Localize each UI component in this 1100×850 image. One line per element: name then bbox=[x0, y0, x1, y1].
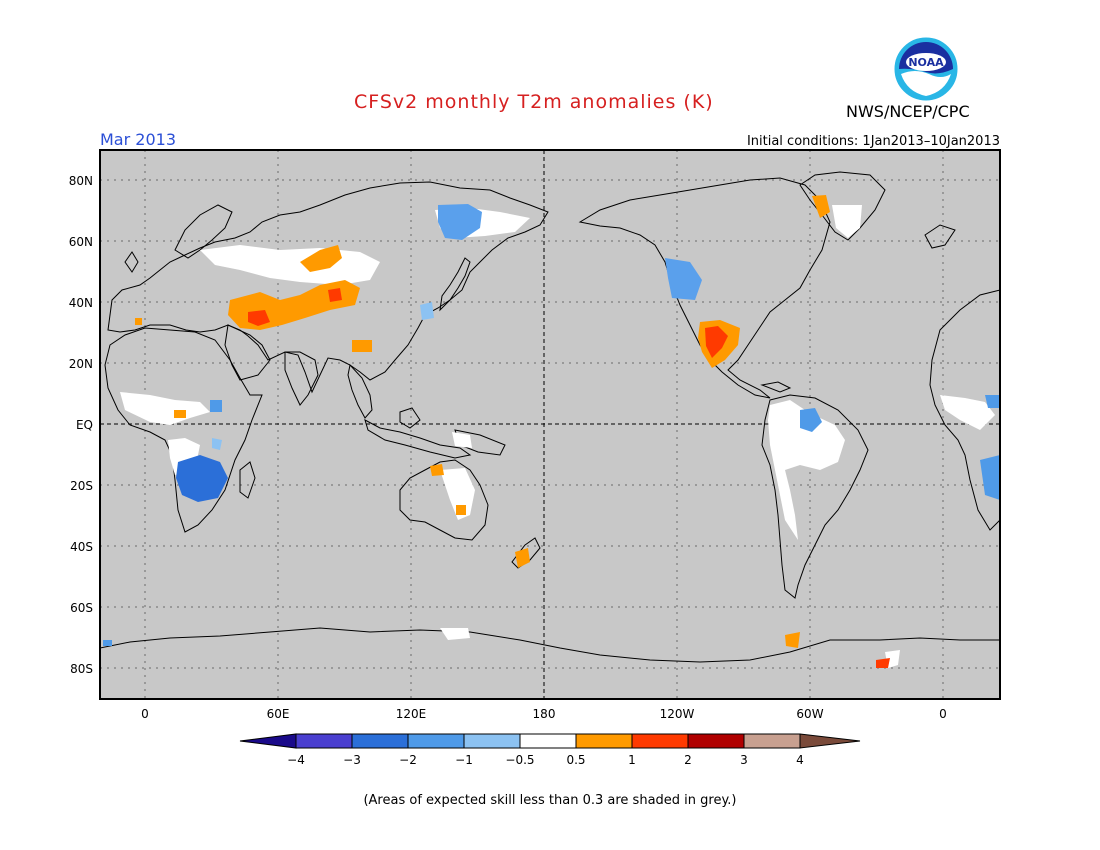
agency-label: NWS/NCEP/CPC bbox=[846, 102, 970, 121]
svg-text:60E: 60E bbox=[267, 707, 290, 721]
svg-text:80S: 80S bbox=[70, 662, 93, 676]
svg-text:−3: −3 bbox=[343, 753, 361, 767]
map-title: CFSv2 monthly T2m anomalies (K) bbox=[354, 91, 714, 113]
noaa-logo: NOAA bbox=[893, 36, 959, 102]
svg-text:3: 3 bbox=[740, 753, 748, 767]
svg-text:−4: −4 bbox=[287, 753, 305, 767]
svg-text:60W: 60W bbox=[796, 707, 823, 721]
svg-text:80N: 80N bbox=[69, 174, 93, 188]
svg-text:2: 2 bbox=[684, 753, 692, 767]
svg-text:120E: 120E bbox=[396, 707, 427, 721]
svg-text:−0.5: −0.5 bbox=[505, 753, 534, 767]
forecast-month: Mar 2013 bbox=[100, 130, 176, 149]
svg-text:60N: 60N bbox=[69, 235, 93, 249]
skill-footnote: (Areas of expected skill less than 0.3 a… bbox=[363, 793, 737, 808]
svg-text:−2: −2 bbox=[399, 753, 417, 767]
lon-axis-labels: 0 60E 120E 180 120W 60W 0 bbox=[141, 707, 947, 721]
svg-text:120W: 120W bbox=[660, 707, 695, 721]
svg-text:4: 4 bbox=[796, 753, 804, 767]
svg-text:0: 0 bbox=[939, 707, 947, 721]
svg-text:20S: 20S bbox=[70, 479, 93, 493]
initial-conditions: Initial conditions: 1Jan2013–10Jan2013 bbox=[746, 134, 1000, 149]
svg-text:20N: 20N bbox=[69, 357, 93, 371]
svg-text:60S: 60S bbox=[70, 601, 93, 615]
svg-text:EQ: EQ bbox=[76, 418, 93, 432]
svg-text:180: 180 bbox=[533, 707, 556, 721]
svg-text:0: 0 bbox=[141, 707, 149, 721]
map-frame bbox=[99, 149, 1001, 700]
anomaly-patches bbox=[103, 195, 1000, 668]
svg-text:1: 1 bbox=[628, 753, 636, 767]
svg-text:NOAA: NOAA bbox=[908, 56, 944, 69]
svg-text:40N: 40N bbox=[69, 296, 93, 310]
svg-text:0.5: 0.5 bbox=[566, 753, 585, 767]
svg-text:−1: −1 bbox=[455, 753, 473, 767]
lat-axis-labels: 80N 60N 40N 20N EQ 20S 40S 60S 80S bbox=[69, 174, 93, 676]
colorbar-labels: −4 −3 −2 −1 −0.5 0.5 1 2 3 4 bbox=[287, 753, 804, 767]
svg-text:40S: 40S bbox=[70, 540, 93, 554]
colorbar bbox=[239, 733, 861, 749]
